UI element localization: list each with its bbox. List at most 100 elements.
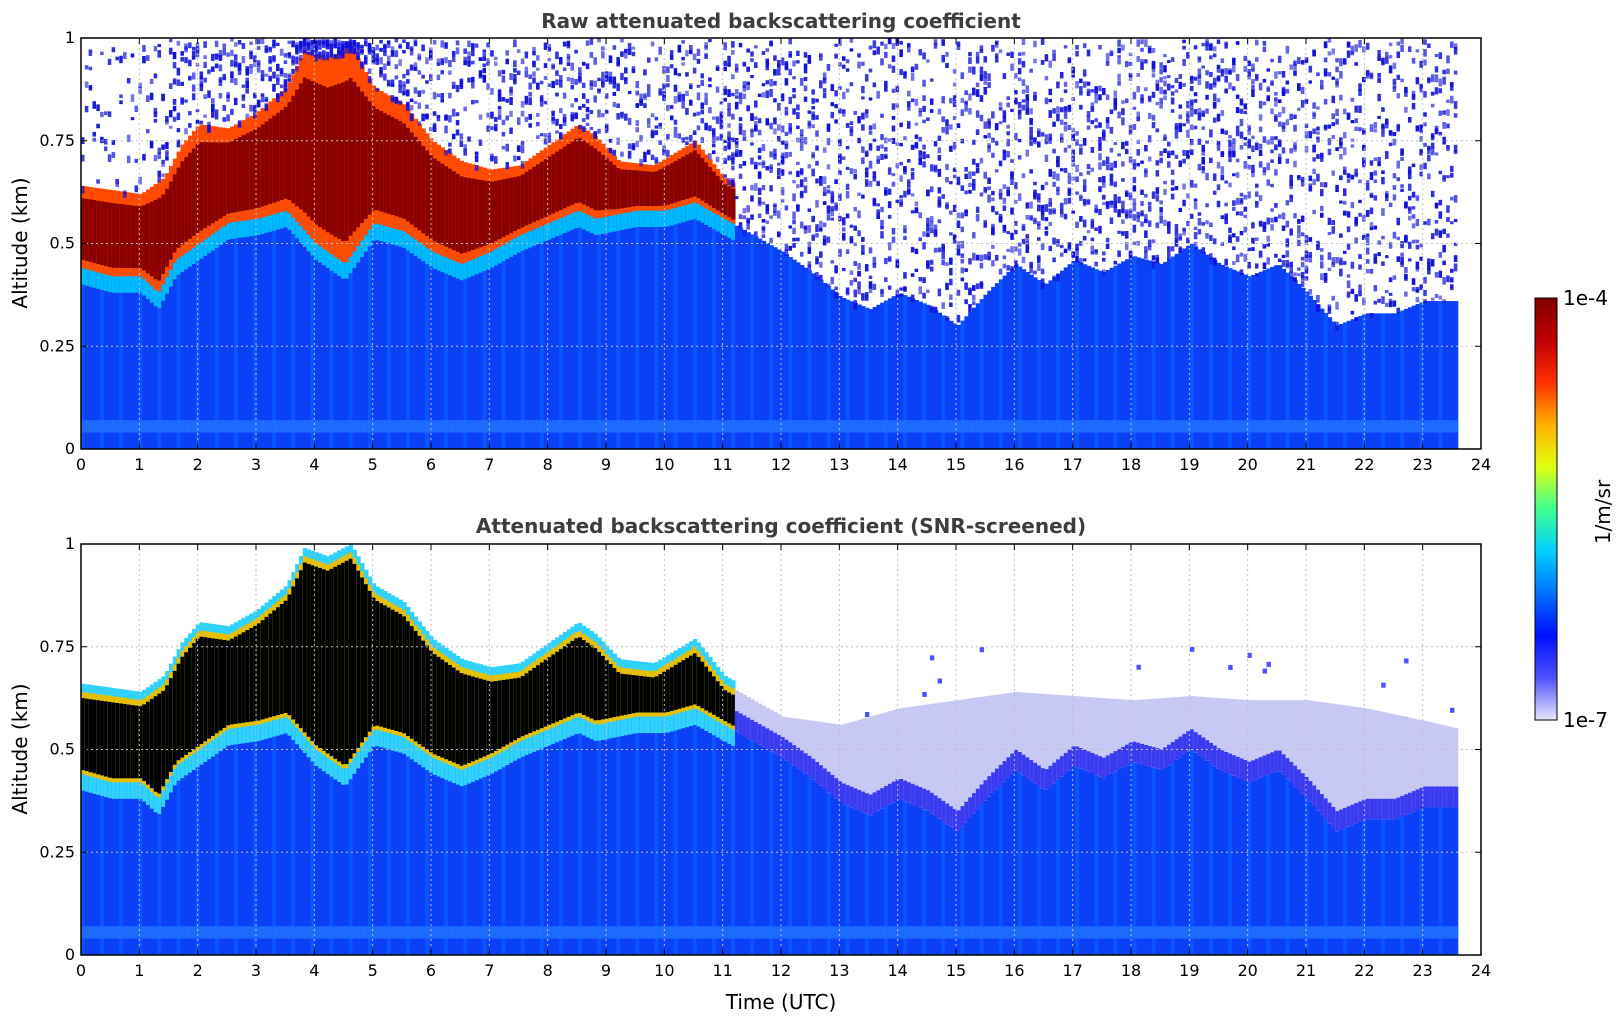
noise-speckle [1411,223,1416,229]
noise-speckle [819,261,823,268]
noise-speckle [1434,202,1439,209]
near-surface-band [1331,420,1336,433]
noise-speckle [1209,222,1213,228]
near-surface-band [1354,420,1359,433]
cloud-core [291,95,296,204]
noise-speckle [1155,128,1160,133]
boundary-layer-column [92,777,97,955]
boundary-layer-column [1232,269,1237,449]
noise-speckle [864,294,869,301]
noise-speckle [1052,275,1056,281]
noise-speckle [773,128,777,135]
noise-speckle [1002,73,1007,80]
boundary-layer-column [180,761,185,955]
noise-speckle [153,118,158,123]
cloud-base-fringe [624,196,629,230]
boundary-layer-column [559,218,564,449]
noise-speckle [1243,214,1248,218]
noise-speckle [218,79,223,86]
boundary-layer-column [230,222,235,449]
boundary-layer-column [1010,268,1015,449]
near-surface-band [895,420,900,433]
noise-speckle [1289,113,1293,121]
noise-speckle [146,95,150,103]
near-surface-band [81,926,86,939]
boundary-layer-column [146,788,151,955]
boundary-layer-column [811,273,816,449]
noise-speckle [1029,134,1033,140]
noise-speckle [1274,136,1278,140]
noise-speckle [1017,138,1022,143]
noise-speckle [1017,58,1022,65]
noise-speckle [757,197,762,205]
cloud-core [719,180,725,213]
boundary-layer-column [237,221,243,449]
noise-speckle [1014,260,1018,267]
noise-speckle [478,139,483,146]
noise-speckle [1021,173,1026,179]
noise-speckle [715,136,720,141]
noise-speckle [1239,131,1244,139]
noise-speckle [1228,158,1232,163]
noise-speckle [861,85,865,94]
cloud-core [321,85,327,230]
noise-speckle [536,113,540,117]
noise-speckle [819,176,823,184]
cloud-core [88,199,94,262]
boundary-layer-column [329,760,334,955]
cloud-core [494,180,499,242]
noise-speckle [612,45,617,50]
noise-speckle [1423,142,1427,148]
noise-speckle [1063,121,1068,125]
noise-speckle [845,59,850,64]
near-surface-band [1121,420,1126,433]
near-surface-band [815,420,820,433]
noise-speckle [845,145,850,150]
noise-speckle [478,57,483,61]
near-surface-band [214,420,220,433]
noise-speckle [1365,182,1370,191]
near-surface-band [1017,420,1023,433]
noise-speckle [1117,73,1121,81]
noise-speckle [245,88,249,94]
noise-speckle [1442,228,1446,235]
noise-speckle [914,122,919,126]
noise-speckle [819,251,823,258]
noise-speckle [1369,313,1374,318]
near-surface-band [111,420,117,433]
noise-speckle [1205,94,1209,100]
boundary-layer-column [249,219,254,449]
boundary-layer-column [1136,257,1141,449]
noise-speckle [279,84,284,89]
noise-speckle [1209,234,1213,242]
noise-speckle [1358,89,1362,96]
noise-speckle [880,113,884,118]
noise-speckle [868,247,873,254]
noise-speckle [203,94,207,99]
noise-speckle [436,93,441,98]
noise-speckle [1446,123,1450,129]
boundary-layer-column [929,307,935,449]
near-surface-band [390,420,396,433]
near-surface-band [1377,420,1382,433]
noise-speckle [601,71,605,79]
near-surface-band [1040,420,1046,433]
boundary-layer-column [1243,274,1248,449]
noise-speckle [1186,153,1190,160]
near-surface-band [417,420,422,433]
noise-speckle [1209,129,1213,138]
screened-cloud-core [214,638,220,734]
noise-speckle [987,120,991,129]
boundary-layer-column [696,204,702,449]
noise-speckle [379,66,383,73]
noise-speckle [952,235,957,244]
noise-speckle [922,292,926,299]
noise-speckle [1163,89,1167,95]
noise-speckle [880,289,884,298]
noise-speckle [654,57,659,62]
noise-speckle [1201,168,1205,174]
noise-speckle [792,60,796,67]
boundary-layer-column [1082,264,1088,449]
noise-speckle [956,289,961,296]
noise-speckle [486,58,490,66]
